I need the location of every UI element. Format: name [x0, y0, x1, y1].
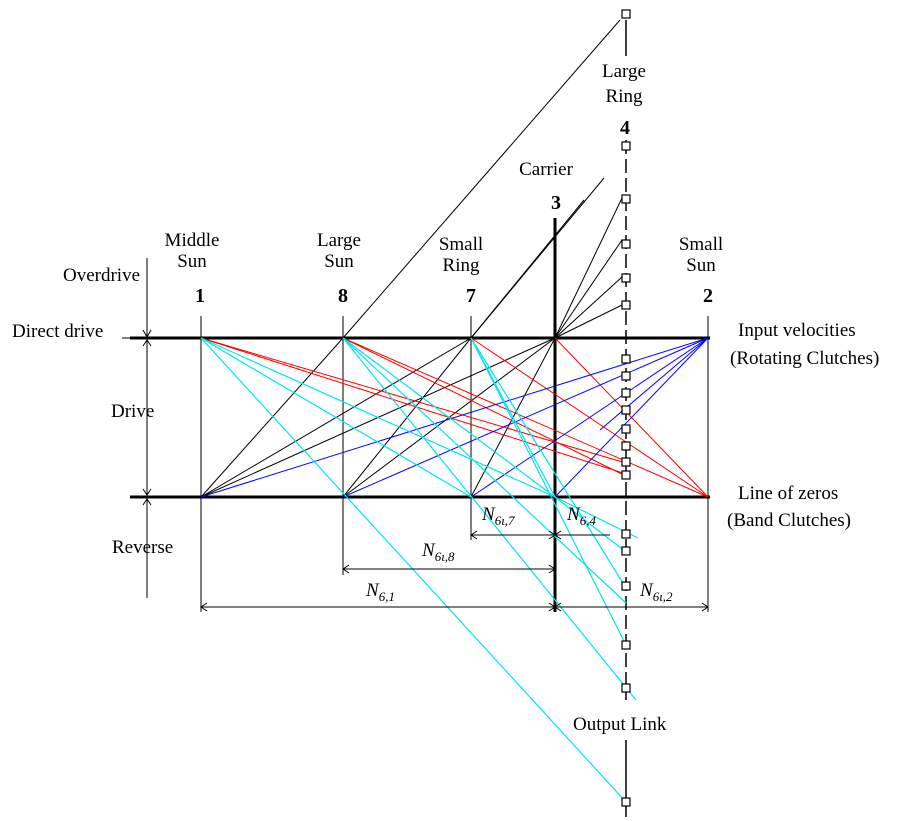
arrow-drive-up [142, 339, 152, 347]
dim-n62-base: N [639, 580, 654, 601]
arrow-overdrive-down [142, 329, 152, 339]
col-3-name: Carrier [519, 159, 573, 180]
dim-n61-base: N [365, 580, 380, 601]
col-8-name-line1: Large [317, 230, 361, 251]
label-reverse: Reverse [112, 537, 173, 558]
dim-n67-sub: 6ι,7 [495, 513, 515, 528]
col-7-name-line1: Small [439, 234, 483, 255]
col-2-number: 2 [703, 285, 713, 307]
col-4-name-line1: Large [602, 61, 646, 82]
blue-speed-lines [200, 337, 709, 498]
dim-n64-base: N [566, 504, 581, 525]
dim-n62: N6ι,2 [639, 580, 673, 604]
dim-n64: N6,4 [566, 504, 596, 528]
label-rotating-clutches: (Rotating Clutches) [730, 348, 879, 369]
dim-n67: N6ι,7 [481, 504, 515, 528]
dimension-lines [200, 530, 709, 612]
col-3-number: 3 [551, 192, 561, 214]
col-4-name-line2: Ring [606, 86, 643, 107]
label-input-velocities: Input velocities [738, 320, 856, 341]
col-1-name-line2: Sun [177, 251, 207, 272]
output-markers [621, 9, 631, 807]
col-8-number: 8 [338, 285, 348, 307]
col-7-name-line2: Ring [443, 255, 480, 276]
dim-n64-sub: 6,4 [580, 513, 597, 528]
dim-n62-sub: 6ι,2 [653, 589, 673, 604]
label-drive: Drive [111, 401, 154, 422]
arrow-reverse-up [142, 498, 152, 506]
label-line-of-zeros: Line of zeros [738, 483, 838, 504]
label-band-clutches: (Band Clutches) [727, 510, 851, 531]
col-1-name-line1: Middle [165, 230, 220, 251]
black-speed-lines [200, 19, 623, 498]
dim-n68: N6ι,8 [421, 540, 455, 564]
dim-n62-bg [636, 578, 698, 602]
output-link-label-bg [571, 708, 691, 734]
dim-n67-base: N [481, 504, 496, 525]
col-2-name-line2: Sun [686, 255, 716, 276]
arrow-drive-down [142, 488, 152, 496]
label-overdrive: Overdrive [63, 265, 140, 286]
dim-n61: N6,1 [365, 580, 395, 604]
dim-n68-sub: 6ι,8 [435, 549, 455, 564]
cyan-speed-lines [200, 337, 639, 803]
col-1-number: 1 [195, 285, 205, 307]
label-direct-drive: Direct drive [12, 321, 103, 342]
col-8-name-line2: Sun [324, 251, 354, 272]
col-7-number: 7 [466, 285, 476, 307]
dim-n61-sub: 6,1 [379, 589, 395, 604]
col-4-number: 4 [620, 117, 630, 139]
col-2-name-line1: Small [679, 234, 723, 255]
label-output-link: Output Link [573, 714, 667, 735]
dim-n68-base: N [421, 540, 436, 561]
